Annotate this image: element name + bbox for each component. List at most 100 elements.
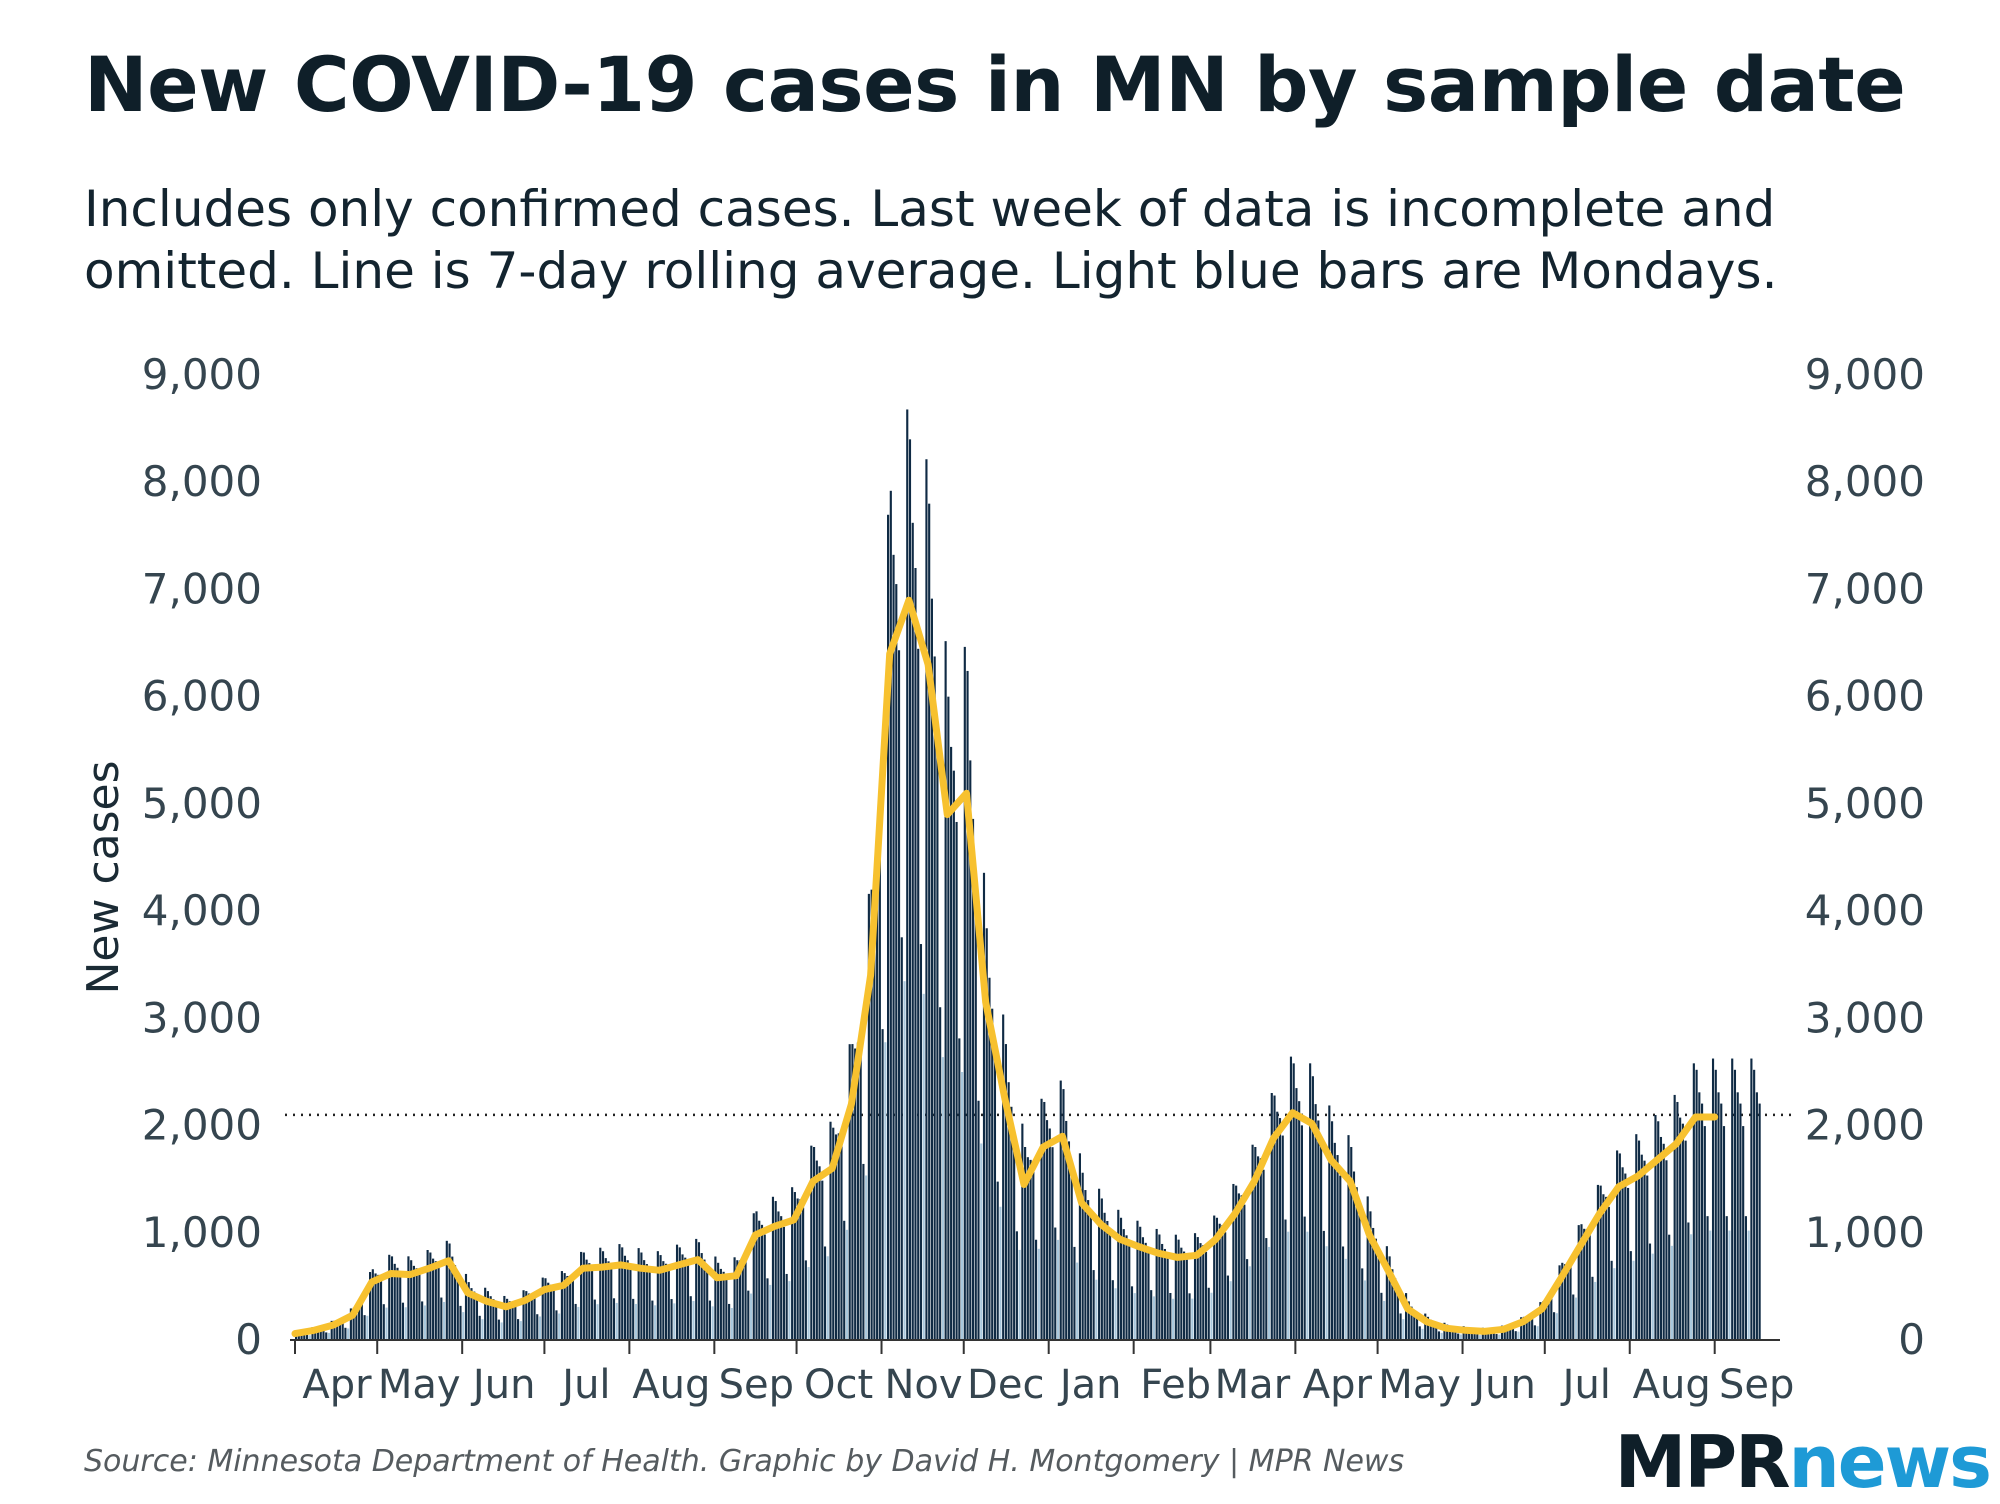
daily-case-bar <box>1676 1101 1679 1340</box>
daily-case-bar <box>544 1278 547 1340</box>
daily-case-bar <box>1733 1069 1737 1340</box>
daily-case-bar <box>843 1220 846 1340</box>
daily-case-bar <box>1158 1234 1161 1340</box>
daily-case-bar <box>851 1044 854 1340</box>
x-tick-label: Apr <box>302 1362 372 1408</box>
daily-case-bar <box>1588 1235 1591 1340</box>
daily-case-bar <box>615 1302 618 1340</box>
daily-case-bar <box>1468 1328 1471 1340</box>
daily-case-bar <box>722 1271 725 1340</box>
daily-case-bar <box>363 1315 366 1340</box>
daily-case-bar <box>1292 1063 1295 1340</box>
daily-case-bar <box>1243 1204 1246 1340</box>
daily-case-bar <box>1583 1228 1586 1340</box>
daily-case-bar <box>939 1007 942 1340</box>
daily-case-bar <box>993 1053 997 1340</box>
daily-case-bar <box>1251 1144 1254 1340</box>
daily-case-bar <box>785 1273 788 1340</box>
daily-case-bar <box>1755 1092 1758 1340</box>
daily-case-bar <box>1621 1167 1624 1340</box>
daily-case-bar <box>1054 1227 1057 1340</box>
y-tick-label-right: 7,000 <box>1805 564 1925 613</box>
daily-case-bar <box>618 1244 621 1340</box>
daily-case-bar <box>1237 1193 1240 1340</box>
daily-case-bar <box>1616 1150 1619 1340</box>
daily-case-bar <box>601 1251 605 1340</box>
daily-case-bar <box>763 1234 766 1340</box>
daily-case-bar <box>399 1275 402 1340</box>
daily-case-bar <box>432 1258 435 1340</box>
daily-case-bar <box>799 1199 802 1340</box>
daily-case-bar <box>426 1250 429 1340</box>
daily-case-bar <box>1736 1092 1739 1340</box>
daily-case-bar <box>1341 1246 1345 1340</box>
daily-case-bar <box>1550 1296 1553 1340</box>
daily-case-bar <box>1569 1265 1572 1340</box>
daily-case-bar <box>1506 1325 1509 1340</box>
daily-case-bar <box>1267 1246 1271 1340</box>
daily-case-bar <box>1007 1082 1010 1340</box>
y-tick-label-right: 8,000 <box>1805 457 1925 506</box>
daily-case-bar <box>873 874 876 1340</box>
daily-case-bar <box>1004 1044 1007 1340</box>
daily-case-bar <box>1119 1217 1123 1340</box>
daily-case-bar <box>1542 1301 1545 1340</box>
daily-case-bar <box>1328 1105 1331 1340</box>
daily-case-bar <box>1130 1286 1134 1340</box>
daily-case-bar <box>1487 1329 1490 1340</box>
y-tick-label-left: 8,000 <box>142 457 262 506</box>
logo-news: news <box>1788 1420 1992 1504</box>
daily-case-bar <box>552 1289 555 1340</box>
daily-case-bar <box>988 977 991 1340</box>
x-tick-label: Jun <box>1470 1362 1536 1408</box>
daily-case-bar <box>815 1160 818 1340</box>
daily-case-bar <box>1284 1219 1287 1340</box>
daily-case-bar <box>1202 1245 1205 1340</box>
daily-case-bar <box>1479 1335 1482 1340</box>
daily-case-bar <box>1391 1269 1394 1340</box>
daily-case-bar <box>1314 1104 1317 1340</box>
daily-case-bar <box>1561 1262 1564 1340</box>
daily-case-bar <box>352 1307 355 1340</box>
x-tick-label: Jan <box>1057 1362 1122 1408</box>
daily-case-bar <box>771 1196 775 1340</box>
daily-case-bar <box>1728 1230 1731 1340</box>
x-tick-label: Apr <box>1303 1362 1373 1408</box>
daily-case-bar <box>1517 1331 1520 1340</box>
daily-case-bar <box>865 1175 868 1340</box>
daily-case-bar <box>1665 1160 1668 1340</box>
daily-case-bar <box>637 1248 640 1340</box>
daily-case-bar <box>892 554 895 1340</box>
daily-case-bar <box>1437 1331 1441 1340</box>
daily-case-bar <box>1415 1314 1419 1340</box>
daily-case-bar <box>1709 1230 1712 1340</box>
x-tick-label: Sep <box>719 1362 794 1408</box>
daily-case-bar <box>961 1072 964 1340</box>
daily-case-bar <box>777 1211 780 1340</box>
daily-case-bar <box>1155 1228 1158 1340</box>
daily-case-bar <box>733 1257 736 1340</box>
daily-case-bar <box>802 1207 805 1340</box>
daily-case-bar <box>1654 1115 1657 1340</box>
daily-case-bar <box>599 1247 602 1340</box>
daily-case-bar <box>418 1274 421 1340</box>
source-credit: Source: Minnesota Department of Health. … <box>84 1444 1405 1479</box>
daily-case-bar <box>876 846 879 1340</box>
daily-case-bar <box>640 1252 643 1340</box>
daily-case-bar <box>588 1263 591 1340</box>
daily-case-bar <box>489 1296 492 1340</box>
daily-case-bar <box>1163 1248 1166 1340</box>
daily-case-bar <box>818 1166 821 1340</box>
daily-case-bar <box>911 522 914 1340</box>
daily-case-bar <box>1377 1253 1380 1340</box>
daily-case-bar <box>377 1274 380 1340</box>
daily-case-bar <box>741 1257 744 1340</box>
daily-case-bar <box>1309 1063 1312 1340</box>
daily-case-bar <box>325 1332 328 1340</box>
daily-case-bar <box>475 1297 479 1340</box>
daily-case-bar <box>1298 1101 1301 1340</box>
daily-case-bar <box>1295 1088 1298 1340</box>
daily-case-bar <box>681 1254 684 1340</box>
daily-case-bar <box>1311 1076 1314 1340</box>
daily-case-bar <box>1257 1156 1260 1340</box>
